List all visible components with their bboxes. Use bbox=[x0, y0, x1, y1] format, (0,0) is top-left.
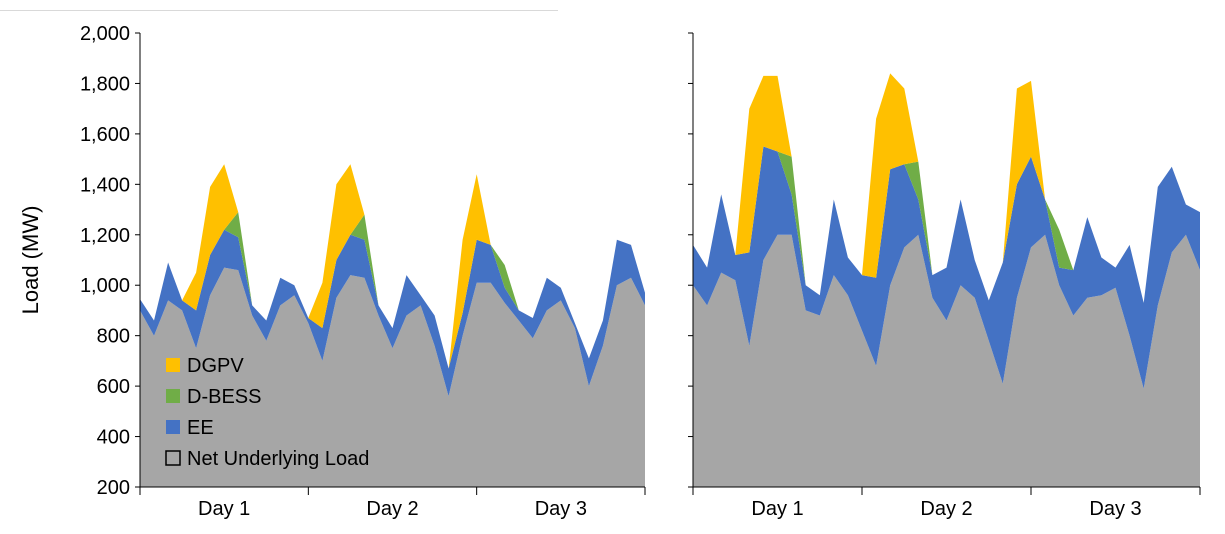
area-ee-panel-1 bbox=[140, 229, 645, 397]
y-tick-label: 400 bbox=[97, 427, 130, 449]
legend-label-dgpv: DGPV bbox=[187, 355, 244, 377]
legend-label-net-underlying-load: Net Underlying Load bbox=[187, 448, 369, 470]
area-net-underlying-load-panel-2 bbox=[693, 234, 1200, 487]
legend-swatch-net-underlying-load bbox=[165, 450, 181, 466]
y-axis-label: Load (MW) bbox=[18, 206, 43, 315]
y-tick-label: 800 bbox=[97, 326, 130, 348]
legend-swatch-dgpv bbox=[166, 358, 180, 372]
y-tick-label: 1,400 bbox=[80, 174, 130, 196]
legend-swatch-ee bbox=[166, 420, 180, 434]
x-tick-label: Day 1 bbox=[198, 498, 250, 520]
legend-label-d-bess: D-BESS bbox=[187, 386, 261, 408]
y-tick-label: 200 bbox=[97, 477, 130, 499]
y-tick-label: 1,000 bbox=[80, 275, 130, 297]
y-tick-label: 600 bbox=[97, 376, 130, 398]
legend-swatch-d-bess bbox=[166, 389, 180, 403]
area-ee-panel-2 bbox=[693, 146, 1200, 389]
area-net-underlying-load-panel-1 bbox=[140, 267, 645, 487]
y-tick-label: 2,000 bbox=[80, 23, 130, 45]
legend-label-ee: EE bbox=[187, 417, 214, 439]
top-divider bbox=[0, 10, 558, 11]
x-tick-label: Day 1 bbox=[751, 498, 803, 520]
y-tick-label: 1,200 bbox=[80, 225, 130, 247]
y-tick-label: 1,800 bbox=[80, 73, 130, 95]
y-tick-label: 1,600 bbox=[80, 124, 130, 146]
x-tick-label: Day 3 bbox=[1089, 498, 1141, 520]
x-tick-label: Day 3 bbox=[535, 498, 587, 520]
x-tick-label: Day 2 bbox=[366, 498, 418, 520]
x-tick-label: Day 2 bbox=[920, 498, 972, 520]
